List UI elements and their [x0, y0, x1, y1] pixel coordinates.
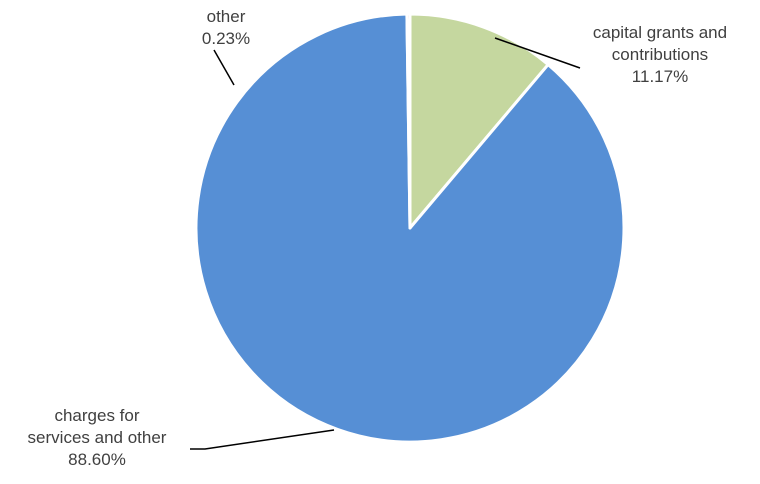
slice-name-other: other — [206, 7, 246, 26]
leader-line-capital-grants — [494, 37, 581, 69]
slice-percent-charges: 88.60% — [68, 450, 126, 469]
leader-line-charges — [190, 429, 335, 450]
slice-name-capital-grants-line1: capital grants and — [592, 23, 728, 42]
slice-percent-other: 0.23% — [201, 29, 251, 48]
leader-lines — [190, 37, 581, 450]
slice-name-charges-line2: services and other — [27, 428, 167, 447]
slice-label-charges: charges for services and other 88.60% — [0, 405, 194, 471]
slice-name-charges-line1: charges for — [54, 406, 140, 425]
slice-label-capital-grants: capital grants and contributions 11.17% — [570, 22, 750, 88]
leader-line-other — [213, 49, 235, 86]
slice-capital-grants — [408, 12, 550, 230]
slice-other — [405, 12, 412, 230]
slice-name-capital-grants-line2: contributions — [611, 45, 709, 64]
slice-percent-capital-grants: 11.17% — [631, 67, 689, 86]
slice-label-other: other 0.23% — [176, 6, 276, 50]
pie-slices — [194, 12, 626, 444]
